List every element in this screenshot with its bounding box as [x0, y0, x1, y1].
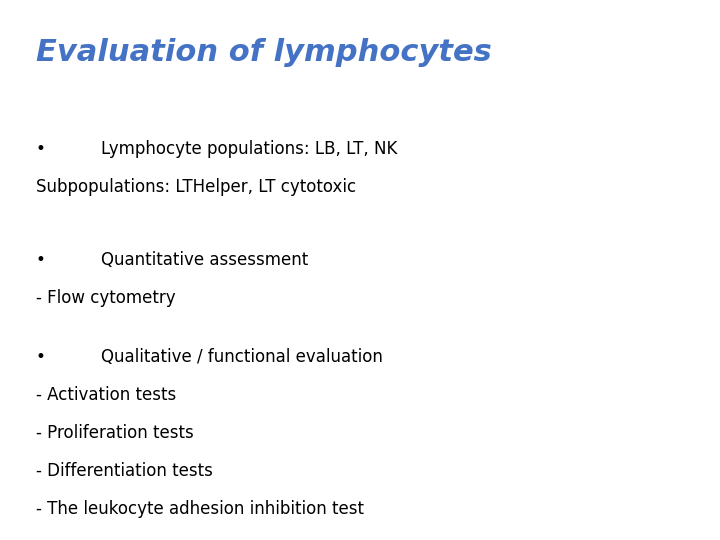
Text: - Flow cytometry: - Flow cytometry: [36, 289, 176, 307]
Text: Evaluation of lymphocytes: Evaluation of lymphocytes: [36, 38, 492, 67]
Text: •: •: [36, 348, 46, 366]
Text: - Differentiation tests: - Differentiation tests: [36, 462, 213, 480]
Text: •: •: [36, 140, 46, 158]
Text: Qualitative / functional evaluation: Qualitative / functional evaluation: [101, 348, 382, 366]
Text: Subpopulations: LTHelper, LT cytotoxic: Subpopulations: LTHelper, LT cytotoxic: [36, 178, 356, 196]
Text: •: •: [36, 251, 46, 269]
Text: - Activation tests: - Activation tests: [36, 386, 176, 404]
Text: Quantitative assessment: Quantitative assessment: [101, 251, 308, 269]
Text: - Proliferation tests: - Proliferation tests: [36, 424, 194, 442]
Text: Lymphocyte populations: LB, LT, NK: Lymphocyte populations: LB, LT, NK: [101, 140, 397, 158]
Text: - The leukocyte adhesion inhibition test: - The leukocyte adhesion inhibition test: [36, 500, 364, 517]
